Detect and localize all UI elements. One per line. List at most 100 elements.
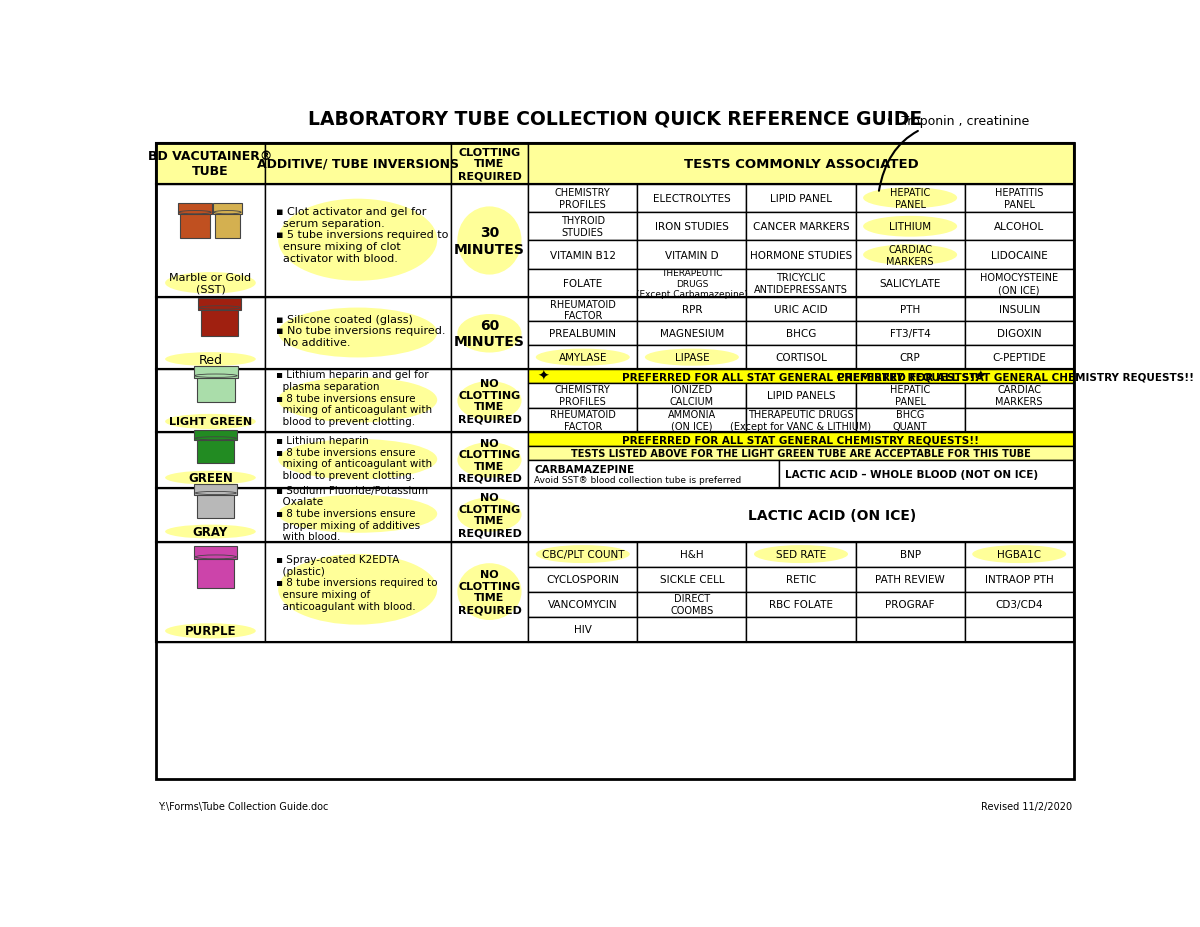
Text: NO
CLOTTING
TIME
REQUIRED: NO CLOTTING TIME REQUIRED (457, 379, 521, 424)
Text: CRP: CRP (900, 353, 920, 362)
Text: LACTIC ACID (ON ICE): LACTIC ACID (ON ICE) (748, 508, 916, 522)
Bar (965, 408, 1074, 433)
Ellipse shape (196, 438, 236, 440)
Text: CHEMISTRY
PROFILES: CHEMISTRY PROFILES (554, 188, 611, 210)
Bar (746, 408, 856, 433)
Text: PROGRAF: PROGRAF (886, 600, 935, 609)
Text: PTH: PTH (900, 305, 920, 315)
Text: HGBA1C: HGBA1C (997, 550, 1042, 560)
Bar (197, 438, 234, 464)
Bar (528, 184, 637, 213)
Text: LIPASE: LIPASE (674, 353, 709, 362)
Text: ▪ Sodium Fluoride/Potassium
  Oxalate
▪ 8 tube inversions ensure
  proper mixing: ▪ Sodium Fluoride/Potassium Oxalate ▪ 8 … (276, 486, 427, 541)
Ellipse shape (972, 545, 1067, 564)
Bar (265, 370, 451, 433)
Text: PREALBUMIN: PREALBUMIN (550, 329, 617, 339)
Bar (528, 592, 637, 617)
Bar (451, 370, 528, 433)
Bar (156, 184, 265, 298)
Ellipse shape (166, 525, 256, 539)
Bar (528, 461, 779, 489)
Bar (528, 370, 1074, 384)
Text: ▪ Lithium heparin and gel for
  plasma separation
▪ 8 tube inversions ensure
  m: ▪ Lithium heparin and gel for plasma sep… (276, 370, 432, 426)
Bar (197, 492, 234, 518)
Text: PREFERRED FOR ALL STAT GENERAL CHEMISTRY REQUESTS!!: PREFERRED FOR ALL STAT GENERAL CHEMISTRY… (623, 435, 979, 445)
Bar (746, 567, 856, 592)
Ellipse shape (535, 349, 630, 366)
Ellipse shape (611, 150, 991, 178)
Ellipse shape (166, 624, 256, 639)
Bar (265, 145, 451, 184)
Bar (746, 617, 856, 642)
Text: HIV: HIV (574, 625, 592, 634)
Text: ✦: ✦ (538, 370, 550, 384)
Bar (856, 592, 965, 617)
Bar (451, 184, 528, 298)
Text: CARBAMAZEPINE: CARBAMAZEPINE (534, 464, 635, 475)
Bar (856, 617, 965, 642)
Text: LIDOCAINE: LIDOCAINE (991, 250, 1048, 260)
Bar (215, 211, 240, 238)
Bar (197, 555, 234, 588)
Bar (637, 270, 746, 298)
Bar (156, 298, 1074, 370)
Ellipse shape (457, 150, 522, 179)
Bar (746, 241, 856, 270)
Text: TESTS COMMONLY ASSOCIATED: TESTS COMMONLY ASSOCIATED (684, 158, 918, 171)
Ellipse shape (863, 245, 958, 266)
Text: LIGHT GREEN: LIGHT GREEN (169, 417, 252, 427)
Bar (528, 542, 637, 567)
Text: HEPATIC
PANEL: HEPATIC PANEL (890, 188, 930, 210)
Bar (156, 433, 265, 489)
Text: LITHIUM: LITHIUM (889, 222, 931, 232)
Bar (451, 145, 528, 184)
Ellipse shape (535, 545, 630, 564)
Bar (265, 542, 451, 642)
Bar (856, 542, 965, 567)
Ellipse shape (194, 375, 238, 378)
Bar (178, 204, 212, 215)
Bar (637, 408, 746, 433)
Text: INSULIN: INSULIN (998, 305, 1040, 315)
Bar (965, 184, 1074, 213)
Text: CD3/CD4: CD3/CD4 (996, 600, 1043, 609)
Text: FOLATE: FOLATE (563, 279, 602, 289)
Ellipse shape (278, 199, 437, 282)
Text: Avoid SST® blood collection tube is preferred: Avoid SST® blood collection tube is pref… (534, 476, 742, 484)
Bar (528, 433, 1074, 447)
Text: NO
CLOTTING
TIME
REQUIRED: NO CLOTTING TIME REQUIRED (457, 438, 521, 483)
Text: THERAPEUTIC DRUGS
(Except for VANC & LITHIUM): THERAPEUTIC DRUGS (Except for VANC & LIT… (731, 410, 871, 431)
Bar (746, 298, 856, 322)
Bar (637, 617, 746, 642)
Bar (265, 184, 451, 298)
Ellipse shape (457, 443, 522, 478)
Ellipse shape (199, 307, 240, 310)
Text: RPR: RPR (682, 305, 702, 315)
Bar (637, 241, 746, 270)
Ellipse shape (278, 377, 437, 423)
Bar (451, 433, 528, 489)
Ellipse shape (278, 150, 437, 179)
Bar (856, 298, 965, 322)
Text: MAGNESIUM: MAGNESIUM (660, 329, 724, 339)
Bar (156, 184, 1074, 298)
Bar (965, 617, 1074, 642)
Bar (451, 542, 528, 642)
Text: NO
CLOTTING
TIME
REQUIRED: NO CLOTTING TIME REQUIRED (457, 569, 521, 615)
Text: Red: Red (198, 353, 222, 366)
Text: ▪ Clot activator and gel for
  serum separation.
▪ 5 tube inversions required to: ▪ Clot activator and gel for serum separ… (276, 207, 448, 263)
Text: VANCOMYCIN: VANCOMYCIN (548, 600, 618, 609)
Ellipse shape (166, 471, 256, 485)
Text: NO
CLOTTING
TIME
REQUIRED: NO CLOTTING TIME REQUIRED (457, 492, 521, 538)
Ellipse shape (164, 150, 257, 179)
Text: CBC/PLT COUNT: CBC/PLT COUNT (541, 550, 624, 560)
Text: SED RATE: SED RATE (776, 550, 826, 560)
Bar (197, 375, 235, 403)
Text: THYROID
STUDIES: THYROID STUDIES (560, 216, 605, 238)
Text: BNP: BNP (900, 550, 920, 560)
Bar (156, 145, 1074, 779)
Ellipse shape (179, 211, 211, 214)
Ellipse shape (166, 353, 256, 366)
Bar (965, 542, 1074, 567)
Bar (856, 384, 965, 408)
